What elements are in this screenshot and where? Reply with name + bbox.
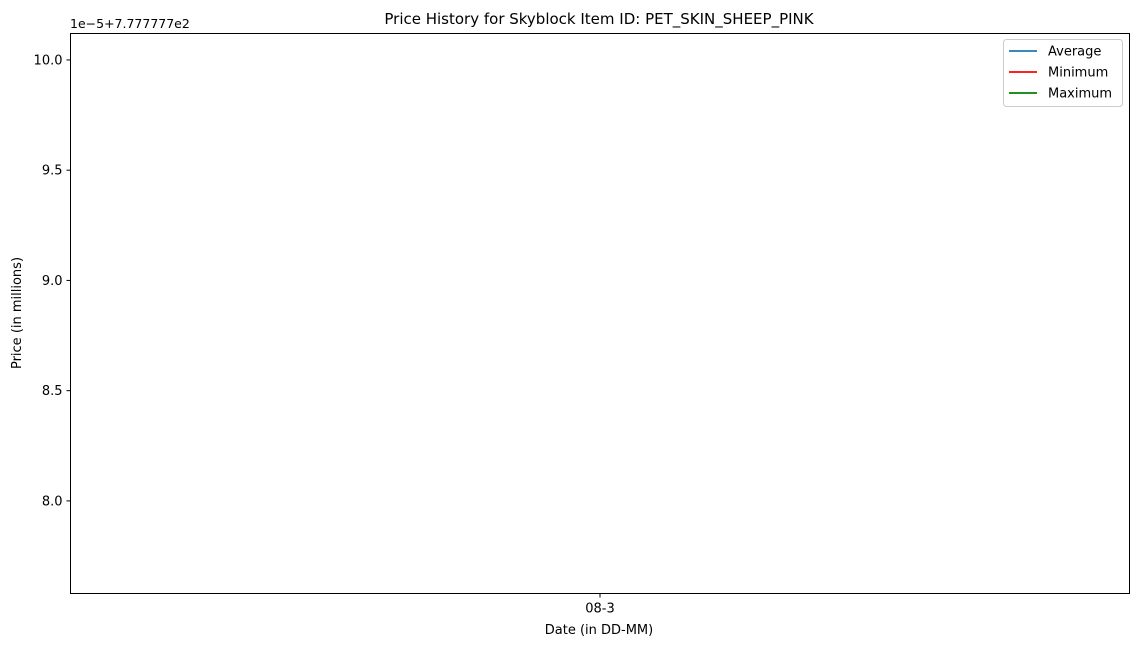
y-tick-label: 8.0 (42, 494, 63, 509)
plot-area (70, 33, 1130, 594)
y-axis-offset-text: 1e−5+7.777777e2 (70, 16, 190, 31)
y-tick-label: 9.5 (42, 164, 63, 179)
y-tick-label: 9.0 (42, 274, 63, 289)
y-axis-ticks: 8.0 8.5 9.0 9.5 10.0 (34, 53, 71, 509)
y-tick-label: 10.0 (34, 53, 63, 68)
legend-label-average: Average (1048, 45, 1101, 60)
x-axis-label: Date (in DD-MM) (545, 623, 653, 638)
y-axis-label: Price (in millions) (10, 257, 25, 369)
x-tick-label: 08-3 (585, 602, 615, 617)
chart-title: Price History for Skyblock Item ID: PET_… (384, 10, 814, 29)
legend-label-minimum: Minimum (1048, 66, 1108, 81)
legend-frame (1003, 39, 1123, 107)
legend: Average Minimum Maximum (1003, 39, 1123, 107)
y-tick-label: 8.5 (42, 384, 63, 399)
x-axis-ticks: 08-3 (585, 593, 615, 617)
legend-label-maximum: Maximum (1048, 87, 1112, 102)
